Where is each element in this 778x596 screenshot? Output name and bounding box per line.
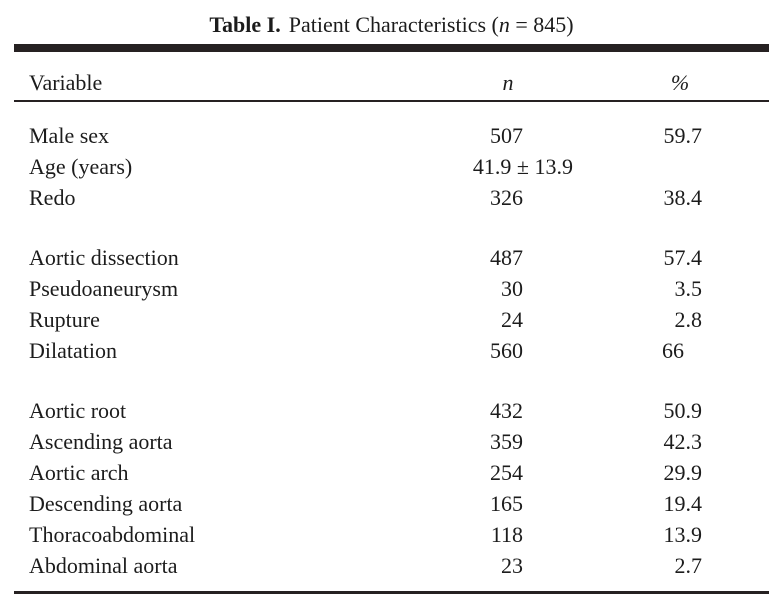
n-cell: 23: [501, 553, 523, 578]
n-cell: 41.9 ± 13.9: [472, 154, 573, 179]
variable-cell: Ascending aorta: [29, 429, 173, 454]
percent-cell: 13.9: [663, 522, 703, 547]
bottom-rule: [14, 591, 769, 594]
column-header-variable: Variable: [29, 70, 103, 95]
table-row: Age (years) 41.9 ± 13.9: [0, 151, 778, 182]
table-title-label: Table I.: [209, 12, 281, 37]
table-row: Abdominal aorta 23 2.7: [0, 550, 778, 581]
table-title-total: = 845): [509, 12, 574, 37]
table-title: Table I. Patient Characteristics (n = 845…: [14, 12, 769, 38]
variable-cell: Pseudoaneurysm: [29, 276, 179, 301]
table-title-text: Patient Characteristics (: [288, 12, 499, 37]
variable-cell: Dilatation: [29, 338, 117, 363]
table-body: Male sex 507 59.7 Age (years) 41.9 ± 13.9 Red…: [0, 120, 778, 581]
table-title-n-symbol: n: [498, 12, 510, 37]
table-section: Aortic dissection 487 57.4 Pseudoaneurysm 30…: [0, 242, 778, 366]
n-cell: 165: [490, 491, 523, 516]
percent-cell: 59.7: [663, 123, 703, 148]
n-cell: 326: [490, 185, 523, 210]
variable-cell: Rupture: [29, 307, 100, 332]
percent-cell: 2.8: [674, 307, 703, 332]
n-cell: 30: [501, 276, 523, 301]
n-cell: 432: [490, 398, 523, 423]
header-rule: [14, 100, 769, 102]
table-row: Aortic root 432 50.9: [0, 395, 778, 426]
percent-cell: 19.4: [663, 491, 703, 516]
n-cell: 560: [490, 338, 523, 363]
column-header-n: n: [502, 70, 514, 95]
variable-cell: Age (years): [29, 154, 133, 179]
percent-cell: 57.4: [663, 245, 703, 270]
variable-cell: Male sex: [29, 123, 110, 148]
column-header-percent: %: [670, 70, 690, 95]
variable-cell: Abdominal aorta: [29, 553, 178, 578]
n-cell: 359: [490, 429, 523, 454]
n-cell: 118: [490, 522, 523, 547]
variable-cell: Aortic root: [29, 398, 127, 423]
percent-cell: 50.9: [663, 398, 703, 423]
variable-cell: Thoracoabdominal: [29, 522, 196, 547]
variable-cell: Redo: [29, 185, 76, 210]
n-cell: 254: [490, 460, 523, 485]
table-row: Aortic arch 254 29.9: [0, 457, 778, 488]
percent-cell: 66: [662, 338, 684, 363]
percent-cell: 42.3: [663, 429, 703, 454]
variable-cell: Descending aorta: [29, 491, 183, 516]
variable-cell: Aortic dissection: [29, 245, 179, 270]
percent-cell: 2.7: [674, 553, 703, 578]
percent-cell: 38.4: [663, 185, 703, 210]
variable-cell: Aortic arch: [29, 460, 129, 485]
table-row: Descending aorta 165 19.4: [0, 488, 778, 519]
percent-cell: 29.9: [663, 460, 703, 485]
table-section: Male sex 507 59.7 Age (years) 41.9 ± 13.9 Red…: [0, 120, 778, 213]
n-cell: 24: [501, 307, 523, 332]
table-row: Redo 326 38.4: [0, 182, 778, 213]
table-section: Aortic root 432 50.9 Ascending aorta 359 42.3…: [0, 395, 778, 581]
n-cell: 487: [490, 245, 523, 270]
table-row: Rupture 24 2.8: [0, 304, 778, 335]
table-row: Thoracoabdominal 118 13.9: [0, 519, 778, 550]
n-cell: 507: [490, 123, 523, 148]
top-rule: [14, 44, 769, 52]
table-row: Aortic dissection 487 57.4: [0, 242, 778, 273]
table-row: Pseudoaneurysm 30 3.5: [0, 273, 778, 304]
percent-cell: 3.5: [674, 276, 703, 301]
table-row: Ascending aorta 359 42.3: [0, 426, 778, 457]
table-row: Dilatation 560 66: [0, 335, 778, 366]
table-row: Male sex 507 59.7: [0, 120, 778, 151]
